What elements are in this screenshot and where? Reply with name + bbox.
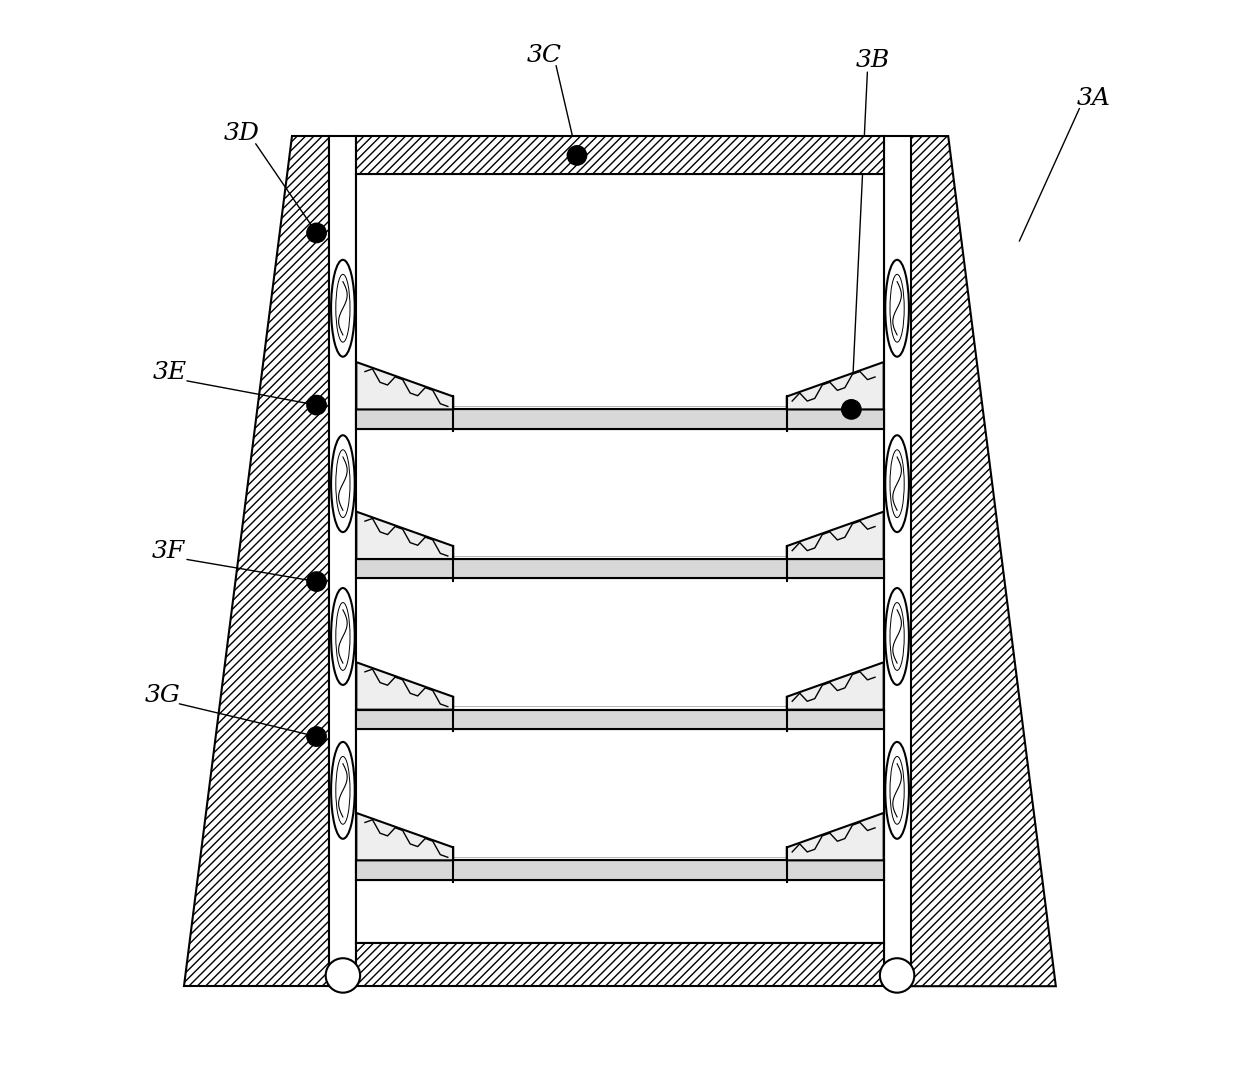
Polygon shape bbox=[185, 136, 330, 986]
Polygon shape bbox=[356, 410, 884, 428]
Circle shape bbox=[306, 396, 326, 415]
Text: 3F: 3F bbox=[151, 540, 185, 562]
Polygon shape bbox=[884, 136, 910, 986]
Circle shape bbox=[306, 223, 326, 243]
Ellipse shape bbox=[885, 435, 909, 532]
Polygon shape bbox=[356, 860, 884, 880]
Polygon shape bbox=[356, 943, 884, 986]
Polygon shape bbox=[356, 136, 884, 173]
Circle shape bbox=[880, 958, 914, 993]
Polygon shape bbox=[787, 511, 884, 559]
Ellipse shape bbox=[885, 259, 909, 356]
Ellipse shape bbox=[331, 588, 355, 685]
Polygon shape bbox=[356, 511, 453, 559]
Circle shape bbox=[306, 572, 326, 591]
Circle shape bbox=[567, 146, 587, 165]
Polygon shape bbox=[910, 136, 1055, 986]
Circle shape bbox=[842, 400, 861, 419]
Text: 3B: 3B bbox=[856, 49, 890, 72]
Polygon shape bbox=[330, 136, 356, 986]
Polygon shape bbox=[356, 663, 453, 710]
Polygon shape bbox=[787, 813, 884, 860]
Polygon shape bbox=[356, 362, 453, 410]
Ellipse shape bbox=[885, 588, 909, 685]
Polygon shape bbox=[787, 663, 884, 710]
Ellipse shape bbox=[331, 435, 355, 532]
Text: 3D: 3D bbox=[223, 122, 259, 145]
Circle shape bbox=[326, 958, 360, 993]
Circle shape bbox=[306, 727, 326, 747]
Text: 3A: 3A bbox=[1076, 87, 1111, 110]
Text: 3G: 3G bbox=[145, 685, 181, 707]
Text: 3E: 3E bbox=[153, 361, 187, 385]
Ellipse shape bbox=[331, 259, 355, 356]
Text: 3C: 3C bbox=[527, 44, 562, 66]
Polygon shape bbox=[356, 559, 884, 579]
Polygon shape bbox=[356, 173, 884, 943]
Polygon shape bbox=[787, 362, 884, 410]
Ellipse shape bbox=[885, 742, 909, 839]
Polygon shape bbox=[356, 813, 453, 860]
Ellipse shape bbox=[331, 742, 355, 839]
Polygon shape bbox=[356, 710, 884, 729]
